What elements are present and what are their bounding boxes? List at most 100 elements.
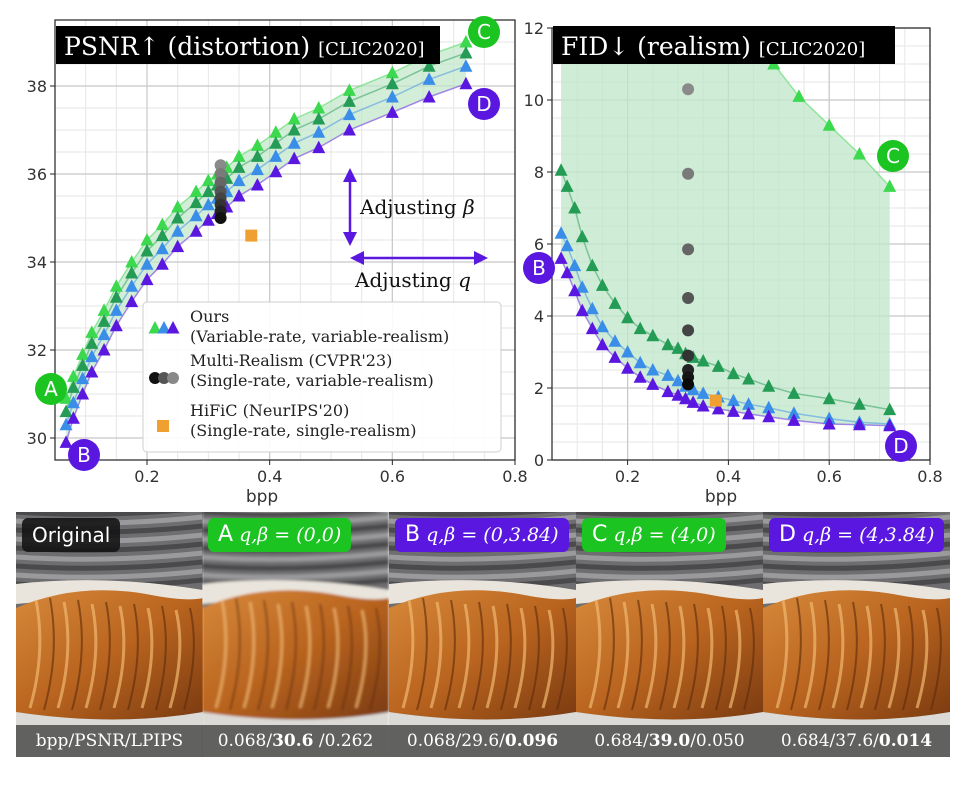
point-label-badge — [885, 430, 917, 462]
data-point-triangle — [140, 257, 154, 270]
data-point-triangle — [85, 336, 99, 349]
data-point-triangle — [155, 217, 169, 231]
data-point-triangle — [822, 118, 836, 131]
data-point-triangle — [287, 123, 301, 136]
legend-label: Multi-Realism (CVPR'23) — [190, 351, 392, 370]
croissant-layer — [298, 605, 312, 709]
data-point-triangle — [696, 386, 710, 399]
data-point-triangle — [554, 226, 568, 239]
panel-original: Original bpp/PSNR/LPIPS — [16, 512, 203, 757]
croissant-crease — [472, 601, 484, 711]
data-point-triangle — [287, 136, 301, 149]
croissant-layer — [56, 601, 70, 709]
data-point-triangle — [125, 255, 139, 268]
point-label-badge — [468, 88, 500, 120]
badge-original: Original — [22, 518, 121, 552]
x-tick-label: 0.8 — [502, 467, 527, 486]
x-tick-label: 0.6 — [816, 467, 841, 486]
napkin-fold — [202, 512, 374, 517]
data-point-triangle — [201, 197, 215, 211]
data-point-triangle — [726, 404, 740, 417]
croissant-photo — [763, 512, 950, 757]
napkin-fold — [389, 568, 576, 580]
data-point-triangle — [250, 178, 264, 191]
data-point-triangle — [646, 328, 660, 342]
data-point-triangle — [568, 201, 582, 214]
data-point-triangle — [171, 200, 185, 213]
data-point-triangle — [109, 279, 123, 292]
q-arrow-head-right — [474, 251, 488, 265]
croissant-layer — [84, 603, 98, 709]
napkin-fold — [576, 559, 763, 571]
data-point-triangle — [140, 244, 154, 257]
x-tick-label: 0.4 — [716, 467, 741, 486]
chart-title: PSNR↑ (distortion) [CLIC2020] — [64, 32, 425, 61]
data-point-triangle — [342, 107, 356, 121]
point-label-badge — [523, 252, 555, 284]
caption-c: 0.684/39.0/0.050 — [576, 725, 763, 757]
data-point-triangle — [287, 151, 301, 165]
data-point-triangle — [608, 296, 622, 309]
croissant-crease — [257, 599, 269, 711]
data-point-triangle — [560, 179, 574, 192]
caption-original: bpp/PSNR/LPIPS — [16, 725, 203, 757]
croissant-crease — [127, 603, 139, 711]
data-point-triangle — [97, 303, 111, 316]
data-point-triangle — [66, 380, 80, 393]
data-point-triangle — [189, 195, 203, 209]
data-point-triangle — [883, 418, 897, 432]
data-point-triangle — [575, 280, 589, 293]
croissant-layer — [887, 607, 901, 709]
data-point-triangle — [459, 59, 473, 72]
data-point-triangle — [342, 83, 356, 96]
data-point-circle — [214, 168, 227, 180]
croissant-crease — [818, 599, 830, 711]
croissant-layer — [112, 605, 126, 709]
croissant-crease — [715, 605, 727, 711]
croissant-layer — [775, 599, 789, 709]
point-label-text: D — [893, 434, 908, 458]
data-point-triangle — [171, 239, 185, 253]
title-box — [553, 26, 895, 64]
napkin-fold — [763, 512, 935, 517]
data-point-triangle — [679, 391, 693, 405]
data-point-triangle — [696, 354, 710, 367]
data-point-triangle — [822, 417, 836, 430]
croissant-crease — [99, 601, 111, 711]
data-point-triangle — [742, 372, 756, 385]
point-label-text: B — [532, 256, 546, 280]
data-point-triangle — [852, 147, 866, 160]
data-point-triangle — [140, 272, 154, 286]
x-axis-label: bpp — [705, 487, 737, 507]
data-point-triangle — [201, 213, 215, 226]
data-point-circle — [214, 159, 227, 172]
data-point-triangle — [671, 341, 685, 354]
croissant-crease — [930, 607, 942, 711]
croissant-crease — [183, 607, 195, 711]
data-point-triangle — [595, 278, 609, 291]
data-point-triangle — [822, 391, 836, 405]
napkin-fold — [763, 550, 950, 562]
napkin-fold — [763, 568, 950, 580]
data-point-triangle — [633, 355, 647, 369]
data-point-triangle — [633, 370, 647, 383]
q-annotation: Adjusting q — [354, 268, 471, 292]
croissant-crease — [444, 599, 456, 711]
napkin-fold — [389, 559, 576, 571]
data-point-triangle — [250, 149, 264, 162]
data-point-triangle — [762, 409, 776, 423]
x-tick-label: 0.6 — [380, 467, 405, 486]
data-point-triangle — [312, 112, 326, 125]
data-point-triangle — [554, 163, 568, 176]
beta-annotation: Adjusting β — [359, 195, 475, 219]
data-point-triangle — [385, 105, 399, 118]
point-label-text: C — [886, 144, 900, 168]
chart-title-suffix: [CLIC2020] — [318, 39, 424, 60]
data-point-triangle — [422, 59, 436, 72]
croissant-crease — [743, 607, 755, 711]
data-point-triangle — [696, 399, 710, 412]
data-point-triangle — [422, 90, 436, 103]
data-point-triangle — [560, 238, 574, 252]
